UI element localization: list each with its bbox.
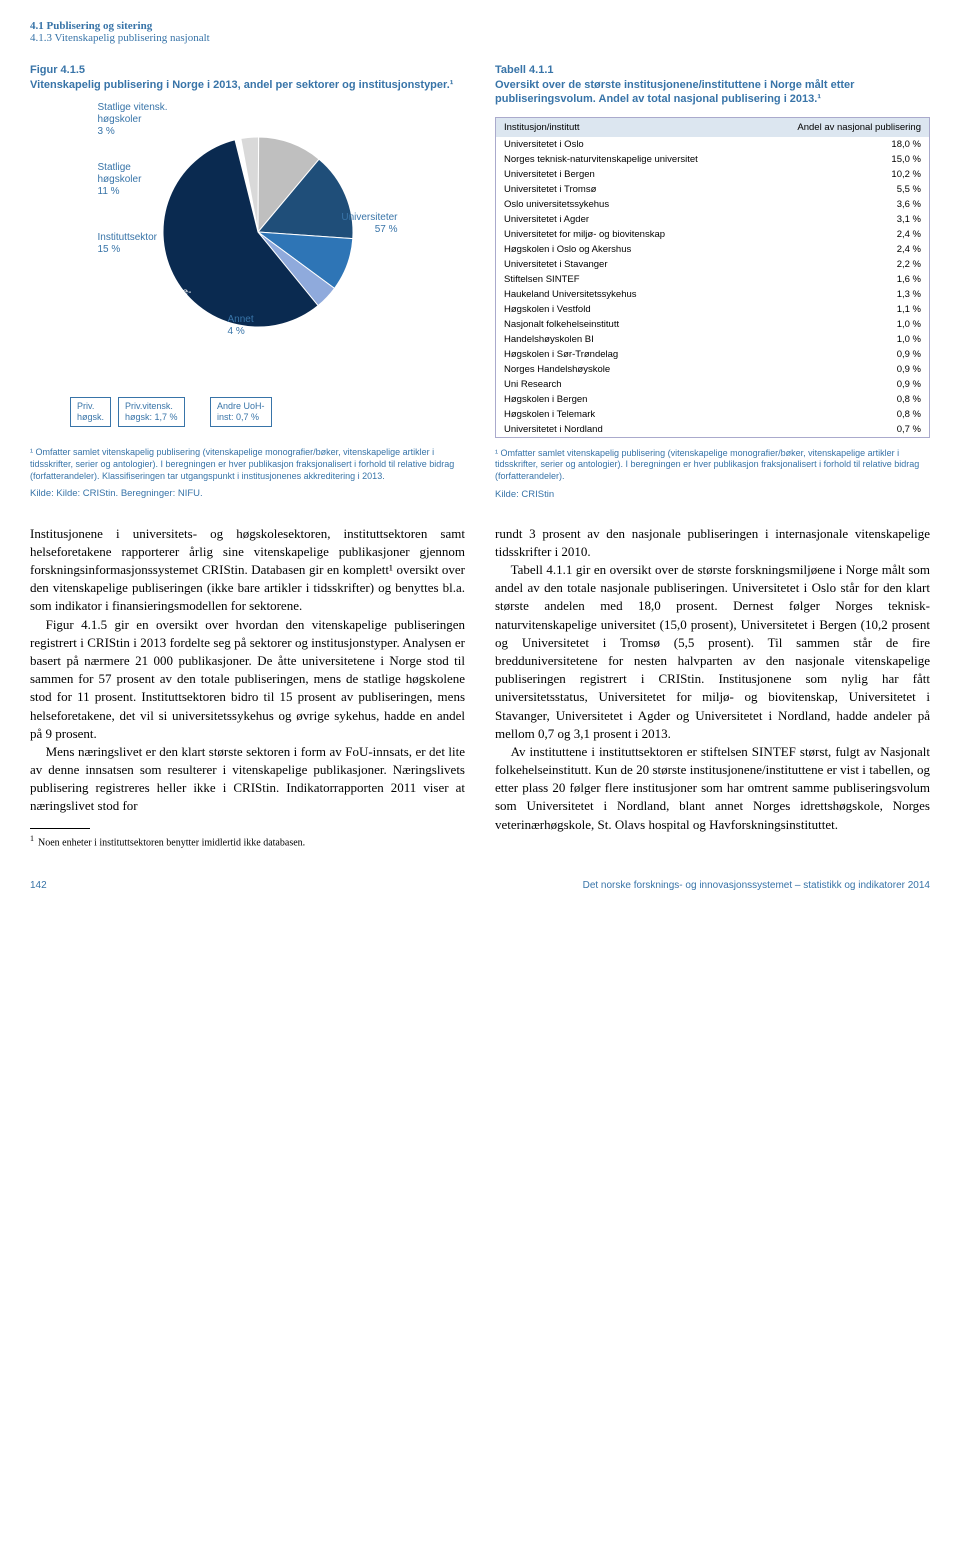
table-row: Universitetet for miljø- og biovitenskap… — [496, 227, 929, 242]
table-source: Kilde: CRIStin — [495, 489, 930, 500]
figure-title: Figur 4.1.5 — [30, 64, 465, 76]
table-row: Høgskolen i Vestfold1,1 % — [496, 302, 929, 317]
pie-label-svh: Statlige vitensk.høgskoler3 % — [98, 102, 168, 138]
table-footnote: ¹ Omfatter samlet vitenskapelig publiser… — [495, 448, 930, 483]
table-row: Høgskolen i Telemark0,8 % — [496, 407, 929, 422]
table-row: Uni Research0,9 % — [496, 377, 929, 392]
page-number: 142 — [30, 880, 47, 891]
body-right-p1: rundt 3 prosent av den nasjonale publise… — [495, 525, 930, 561]
table-row: Høgskolen i Bergen0,8 % — [496, 392, 929, 407]
table-title: Tabell 4.1.1 — [495, 64, 930, 76]
table-row: Haukeland Universitetssykehus1,3 % — [496, 287, 929, 302]
table-row: Handelshøyskolen BI1,0 % — [496, 332, 929, 347]
table-row: Norges Handelshøyskole0,9 % — [496, 362, 929, 377]
body-left-p3: Mens næringslivet er den klart største s… — [30, 743, 465, 816]
callout-andre-uoh: Andre UoH-inst: 0,7 % — [210, 397, 272, 427]
pie-chart: Statlige vitensk.høgskoler3 % Statligehø… — [98, 102, 398, 392]
table-row: Høgskolen i Sør-Trøndelag0,9 % — [496, 347, 929, 362]
figure-footnote: ¹ Omfatter samlet vitenskapelig publiser… — [30, 447, 465, 482]
figure-source: Kilde: Kilde: CRIStin. Beregninger: NIFU… — [30, 488, 465, 499]
subsection-title: 4.1.3 Vitenskapelig publisering nasjonal… — [30, 32, 930, 44]
table-row: Stiftelsen SINTEF1,6 % — [496, 272, 929, 287]
table-subtitle: Oversikt over de største institusjonene/… — [495, 78, 930, 107]
table-row: Norges teknisk-naturvitenskapelige unive… — [496, 152, 929, 167]
table-header-institution: Institusjon/institutt — [496, 118, 756, 137]
table-row: Universitetet i Tromsø5,5 % — [496, 182, 929, 197]
table-header-share: Andel av nasjonal publisering — [756, 118, 929, 137]
footer-text: Det norske forsknings- og innovasjonssys… — [583, 880, 930, 891]
table-row: Nasjonalt folkehelseinstitutt1,0 % — [496, 317, 929, 332]
figure-subtitle: Vitenskapelig publisering i Norge i 2013… — [30, 78, 465, 92]
footnote-rule — [30, 828, 90, 829]
body-left-p1: Institusjonene i universitets- og høgsko… — [30, 525, 465, 616]
body-right-p2: Tabell 4.1.1 gir en oversikt over de stø… — [495, 561, 930, 743]
table-row: Universitetet i Stavanger2,2 % — [496, 257, 929, 272]
institution-table: Institusjon/institutt Andel av nasjonal … — [495, 117, 930, 438]
pie-label-helse: Helse-foretak9 % — [163, 287, 194, 323]
table-row: Universitetet i Agder3,1 % — [496, 212, 929, 227]
table-row: Høgskolen i Oslo og Akershus2,4 % — [496, 242, 929, 257]
pie-label-inst: Instituttsektor15 % — [98, 232, 157, 256]
callout-priv-vitensk: Priv.vitensk.høgsk: 1,7 % — [118, 397, 185, 427]
body-left-footnote: 1Noen enheter i instituttsektoren benytt… — [30, 833, 465, 850]
pie-label-univ: Universiteter57 % — [341, 212, 397, 236]
table-row: Universitetet i Nordland0,7 % — [496, 422, 929, 437]
body-left-p2: Figur 4.1.5 gir en oversikt over hvordan… — [30, 616, 465, 743]
pie-label-annet: Annet4 % — [228, 314, 254, 338]
table-row: Universitetet i Oslo18,0 % — [496, 137, 929, 152]
callout-priv-hogsk: Priv.høgsk. — [70, 397, 111, 427]
pie-label-sh: Statligehøgskoler11 % — [98, 162, 142, 198]
table-row: Oslo universitetssykehus3,6 % — [496, 197, 929, 212]
body-right-p3: Av instituttene i instituttsektoren er s… — [495, 743, 930, 834]
section-title: 4.1 Publisering og sitering — [30, 20, 930, 32]
table-row: Universitetet i Bergen10,2 % — [496, 167, 929, 182]
